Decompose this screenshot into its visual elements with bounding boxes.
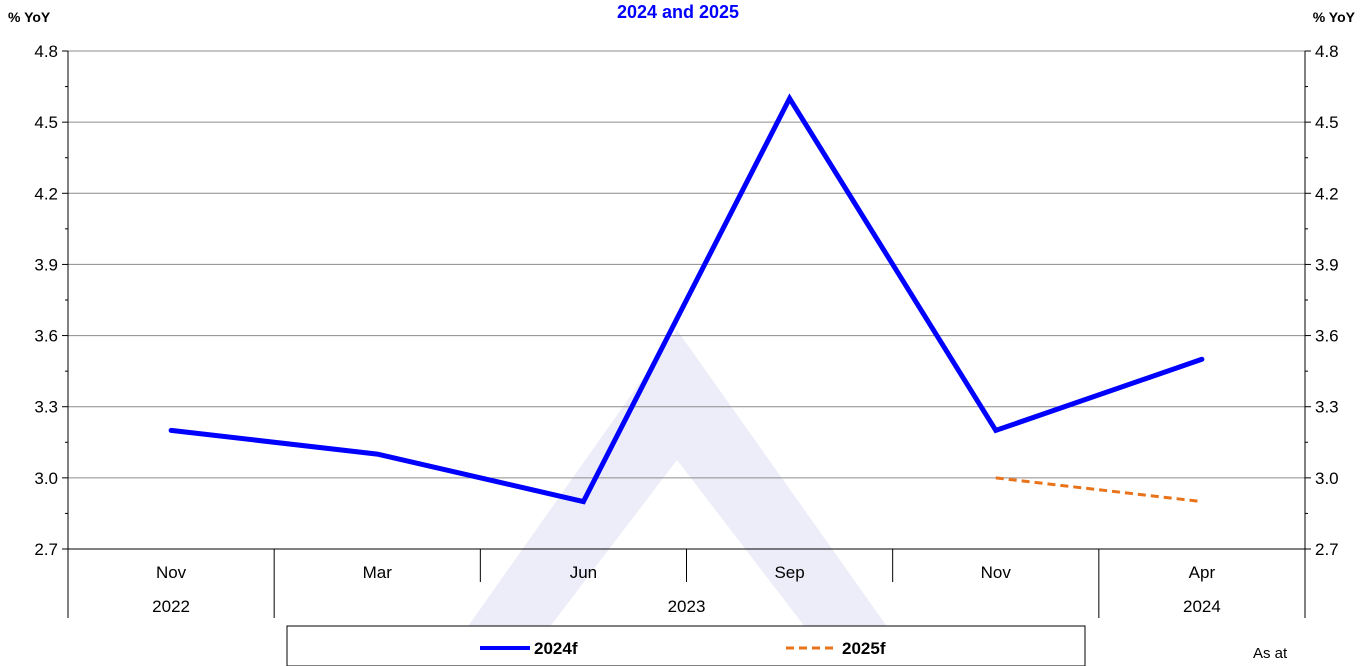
left-y-tick-label: 3.0 xyxy=(34,469,58,488)
as-at-note: As at xyxy=(1253,645,1288,662)
legend-label-2024f: 2024f xyxy=(534,639,578,658)
left-y-tick-label: 3.9 xyxy=(34,255,58,274)
series-lines xyxy=(168,93,1205,505)
left-y-tick-label: 2.7 xyxy=(34,540,58,559)
right-y-tick-labels: 2.7 3.0 3.3 3.6 3.9 4.2 4.5 4.8 xyxy=(1315,42,1339,559)
left-y-tick-label: 3.3 xyxy=(34,398,58,417)
left-y-tick-label: 4.5 xyxy=(34,113,58,132)
right-y-tick-label: 3.0 xyxy=(1315,469,1339,488)
x-category-label-1: Mar xyxy=(363,563,393,582)
legend-box xyxy=(286,625,1086,666)
x-year-label-0: 2022 xyxy=(152,597,190,616)
axes xyxy=(62,50,1311,618)
right-y-tick-label: 2.7 xyxy=(1315,540,1339,559)
x-category-labels: Nov Mar Jun Sep Nov Apr 2022 2023 2024 xyxy=(152,563,1221,616)
left-y-tick-label: 3.6 xyxy=(34,327,58,346)
left-y-tick-label: 4.2 xyxy=(34,184,58,203)
series-line-2024f xyxy=(168,93,1205,505)
left-y-tick-labels: 2.7 3.0 3.3 3.6 3.9 4.2 4.5 4.8 xyxy=(34,42,58,559)
legend: 2024f 2025f xyxy=(286,625,1086,666)
left-axis-unit: % YoY xyxy=(8,9,51,25)
left-y-tick-label: 4.8 xyxy=(34,42,58,61)
x-year-label-2: 2024 xyxy=(1183,597,1221,616)
x-category-label-5: Apr xyxy=(1189,563,1216,582)
right-y-tick-label: 4.2 xyxy=(1315,184,1339,203)
right-y-tick-label: 3.6 xyxy=(1315,327,1339,346)
watermark-logo xyxy=(440,330,915,666)
x-category-label-3: Sep xyxy=(774,563,804,582)
x-category-label-4: Nov xyxy=(981,563,1012,582)
x-category-label-2: Jun xyxy=(570,563,597,582)
right-axis-unit: % YoY xyxy=(1313,9,1356,25)
chart-title: 2024 and 2025 xyxy=(617,2,739,22)
right-y-tick-label: 4.8 xyxy=(1315,42,1339,61)
series-line-2025f xyxy=(995,476,1203,504)
right-y-tick-label: 3.3 xyxy=(1315,398,1339,417)
x-year-label-1: 2023 xyxy=(668,597,706,616)
legend-label-2025f: 2025f xyxy=(842,639,886,658)
x-category-label-0: Nov xyxy=(156,563,187,582)
right-y-tick-label: 3.9 xyxy=(1315,255,1339,274)
right-y-tick-label: 4.5 xyxy=(1315,113,1339,132)
